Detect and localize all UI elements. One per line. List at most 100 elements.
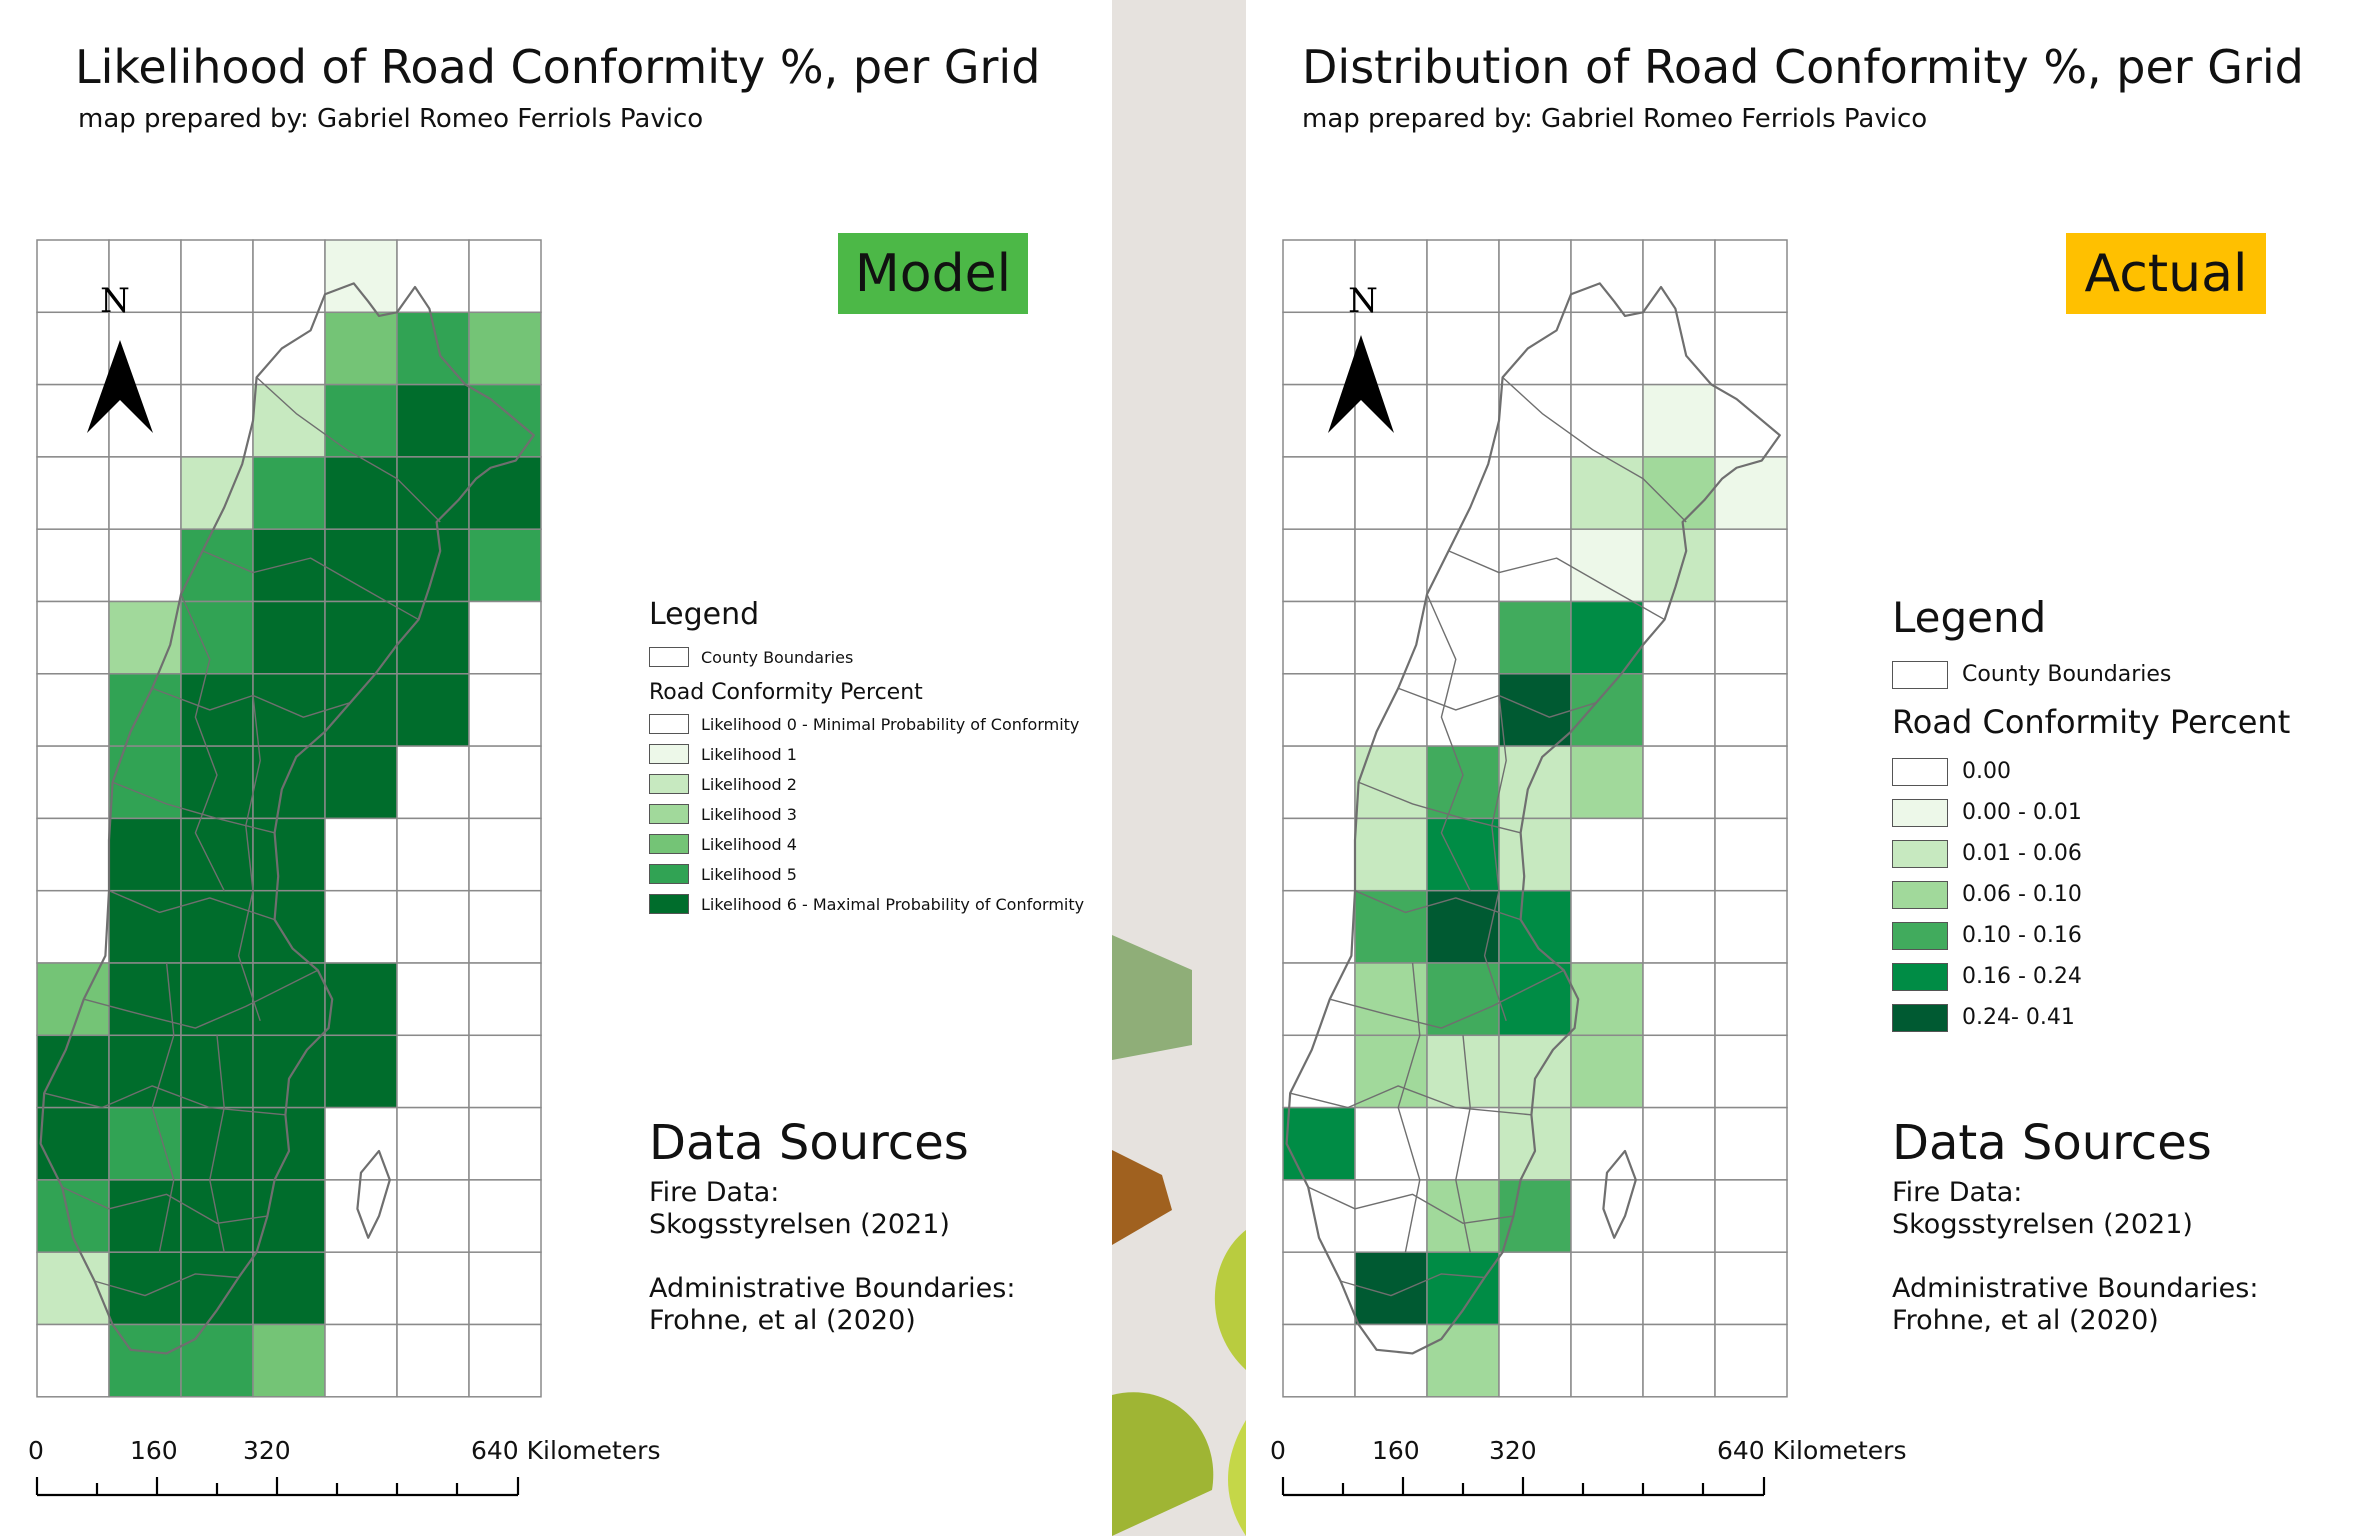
scale-label-320: 320 [243, 1436, 291, 1465]
grid-cell [1426, 1323, 1500, 1398]
data-source-line: Administrative Boundaries: [649, 1273, 1016, 1304]
grid-cell [1354, 1179, 1428, 1253]
grid-cell [468, 239, 542, 314]
grid-cell [396, 1106, 470, 1181]
grid-cell [1282, 528, 1356, 603]
grid-cell [1426, 745, 1500, 820]
scale-label-160: 160 [130, 1436, 178, 1465]
legend-class-label: 0.00 [1962, 759, 2011, 784]
north-label: N [100, 281, 130, 321]
grid-cell [108, 817, 182, 892]
grid-cell [1426, 1034, 1500, 1109]
grid-cell [1282, 239, 1356, 314]
county-line [1340, 1273, 1485, 1297]
grid-cell [1426, 1251, 1500, 1326]
scale-label-640: 640 Kilometers [471, 1436, 661, 1465]
grid-cell [1354, 600, 1428, 675]
grid-cell [36, 1106, 110, 1181]
legend-swatch [1892, 880, 1948, 909]
data-source-line [1892, 1241, 2258, 1273]
grid-cell [468, 673, 542, 747]
grid-cell [396, 1323, 470, 1398]
legend-class-row: 0.00 - 0.01 [1892, 792, 2290, 833]
grid-cell [36, 745, 110, 820]
legend-boundary-label: County Boundaries [1962, 662, 2172, 687]
county-boundaries [1285, 282, 1781, 1355]
north-arrow: N [87, 281, 153, 433]
grid-cell [1642, 962, 1716, 1037]
county-line [1307, 1186, 1514, 1224]
grid-cell [1714, 889, 1788, 964]
actual-grid-map: N [1281, 239, 1788, 1497]
grid-cell [1642, 239, 1716, 314]
grid-cell [1642, 673, 1716, 747]
grid-cell [1354, 745, 1428, 820]
legend-class-label: Likelihood 1 [701, 744, 797, 764]
scale-label-160: 160 [1372, 1436, 1420, 1465]
legend-swatch [649, 894, 689, 914]
grid-cell [1570, 239, 1644, 314]
legend-class-row: Likelihood 3 [649, 799, 1084, 829]
grid-cell [324, 1034, 398, 1109]
grid-cell [108, 1179, 182, 1253]
grid-cell [1498, 1323, 1572, 1398]
grid-cell [1714, 1106, 1788, 1181]
legend-class-row: Likelihood 0 - Minimal Probability of Co… [649, 709, 1084, 739]
grid-cell [1282, 1106, 1356, 1181]
model-map-panel: Likelihood of Road Conformity %, per Gri… [0, 0, 1112, 1536]
grid-cell [468, 456, 542, 530]
grid-cell [36, 889, 110, 964]
grid-cell [1642, 528, 1716, 603]
grid-cell [1282, 311, 1356, 386]
legend-class-label: Likelihood 0 - Minimal Probability of Co… [701, 714, 1080, 734]
country-outline [39, 282, 535, 1355]
grid-cell [1354, 673, 1428, 747]
grid-cell [1714, 745, 1788, 820]
grid-cell [1714, 600, 1788, 675]
grid-cell [180, 1251, 254, 1326]
grid-cell [1426, 600, 1500, 675]
grid-cell [1426, 962, 1500, 1037]
actual-map-panel: Distribution of Road Conformity %, per G… [1246, 0, 2366, 1536]
grid-cell [1498, 817, 1572, 892]
grid-cell [1642, 1179, 1716, 1253]
scale-label-640: 640 Kilometers [1717, 1436, 1907, 1465]
grid-cell [36, 817, 110, 892]
grid-cell [396, 673, 470, 747]
grid-cell [252, 1034, 326, 1109]
grid-cell [1282, 962, 1356, 1037]
grid-cell [1354, 456, 1428, 530]
legend-class-row: Likelihood 4 [649, 829, 1084, 859]
legend-class-row: 0.00 [1892, 751, 2290, 792]
data-source-line: Fire Data: [649, 1177, 780, 1208]
grid-cell [324, 528, 398, 603]
grid-cell [108, 239, 182, 314]
grid-cell [180, 528, 254, 603]
legend-class-label: 0.16 - 0.24 [1962, 964, 2082, 989]
legend: Legend County Boundaries Road Conformity… [649, 597, 1084, 919]
grid-cell [36, 962, 110, 1037]
grid-cell [36, 239, 110, 314]
county-line [237, 695, 261, 1022]
grid-cell [252, 528, 326, 603]
grid-cell [180, 817, 254, 892]
grid-cell [36, 1179, 110, 1253]
grid-cell [1714, 1034, 1788, 1109]
legend-swatch [649, 744, 689, 764]
legend-swatch [649, 804, 689, 824]
grid-cell [396, 889, 470, 964]
grid-cells [1282, 239, 1788, 1398]
grid-cell [108, 745, 182, 820]
decorative-shapes [1112, 935, 1246, 1536]
grid-cell [396, 1251, 470, 1326]
grid-cell [1354, 528, 1428, 603]
grid-cell [1642, 889, 1716, 964]
island-outline [1602, 1149, 1637, 1239]
county-line [94, 1273, 239, 1297]
grid-cell [36, 1034, 110, 1109]
grid-cell [180, 311, 254, 386]
grid-cell [468, 600, 542, 675]
grid-cell [1570, 817, 1644, 892]
grid-cell [1426, 311, 1500, 386]
legend-swatch [1892, 921, 1948, 950]
